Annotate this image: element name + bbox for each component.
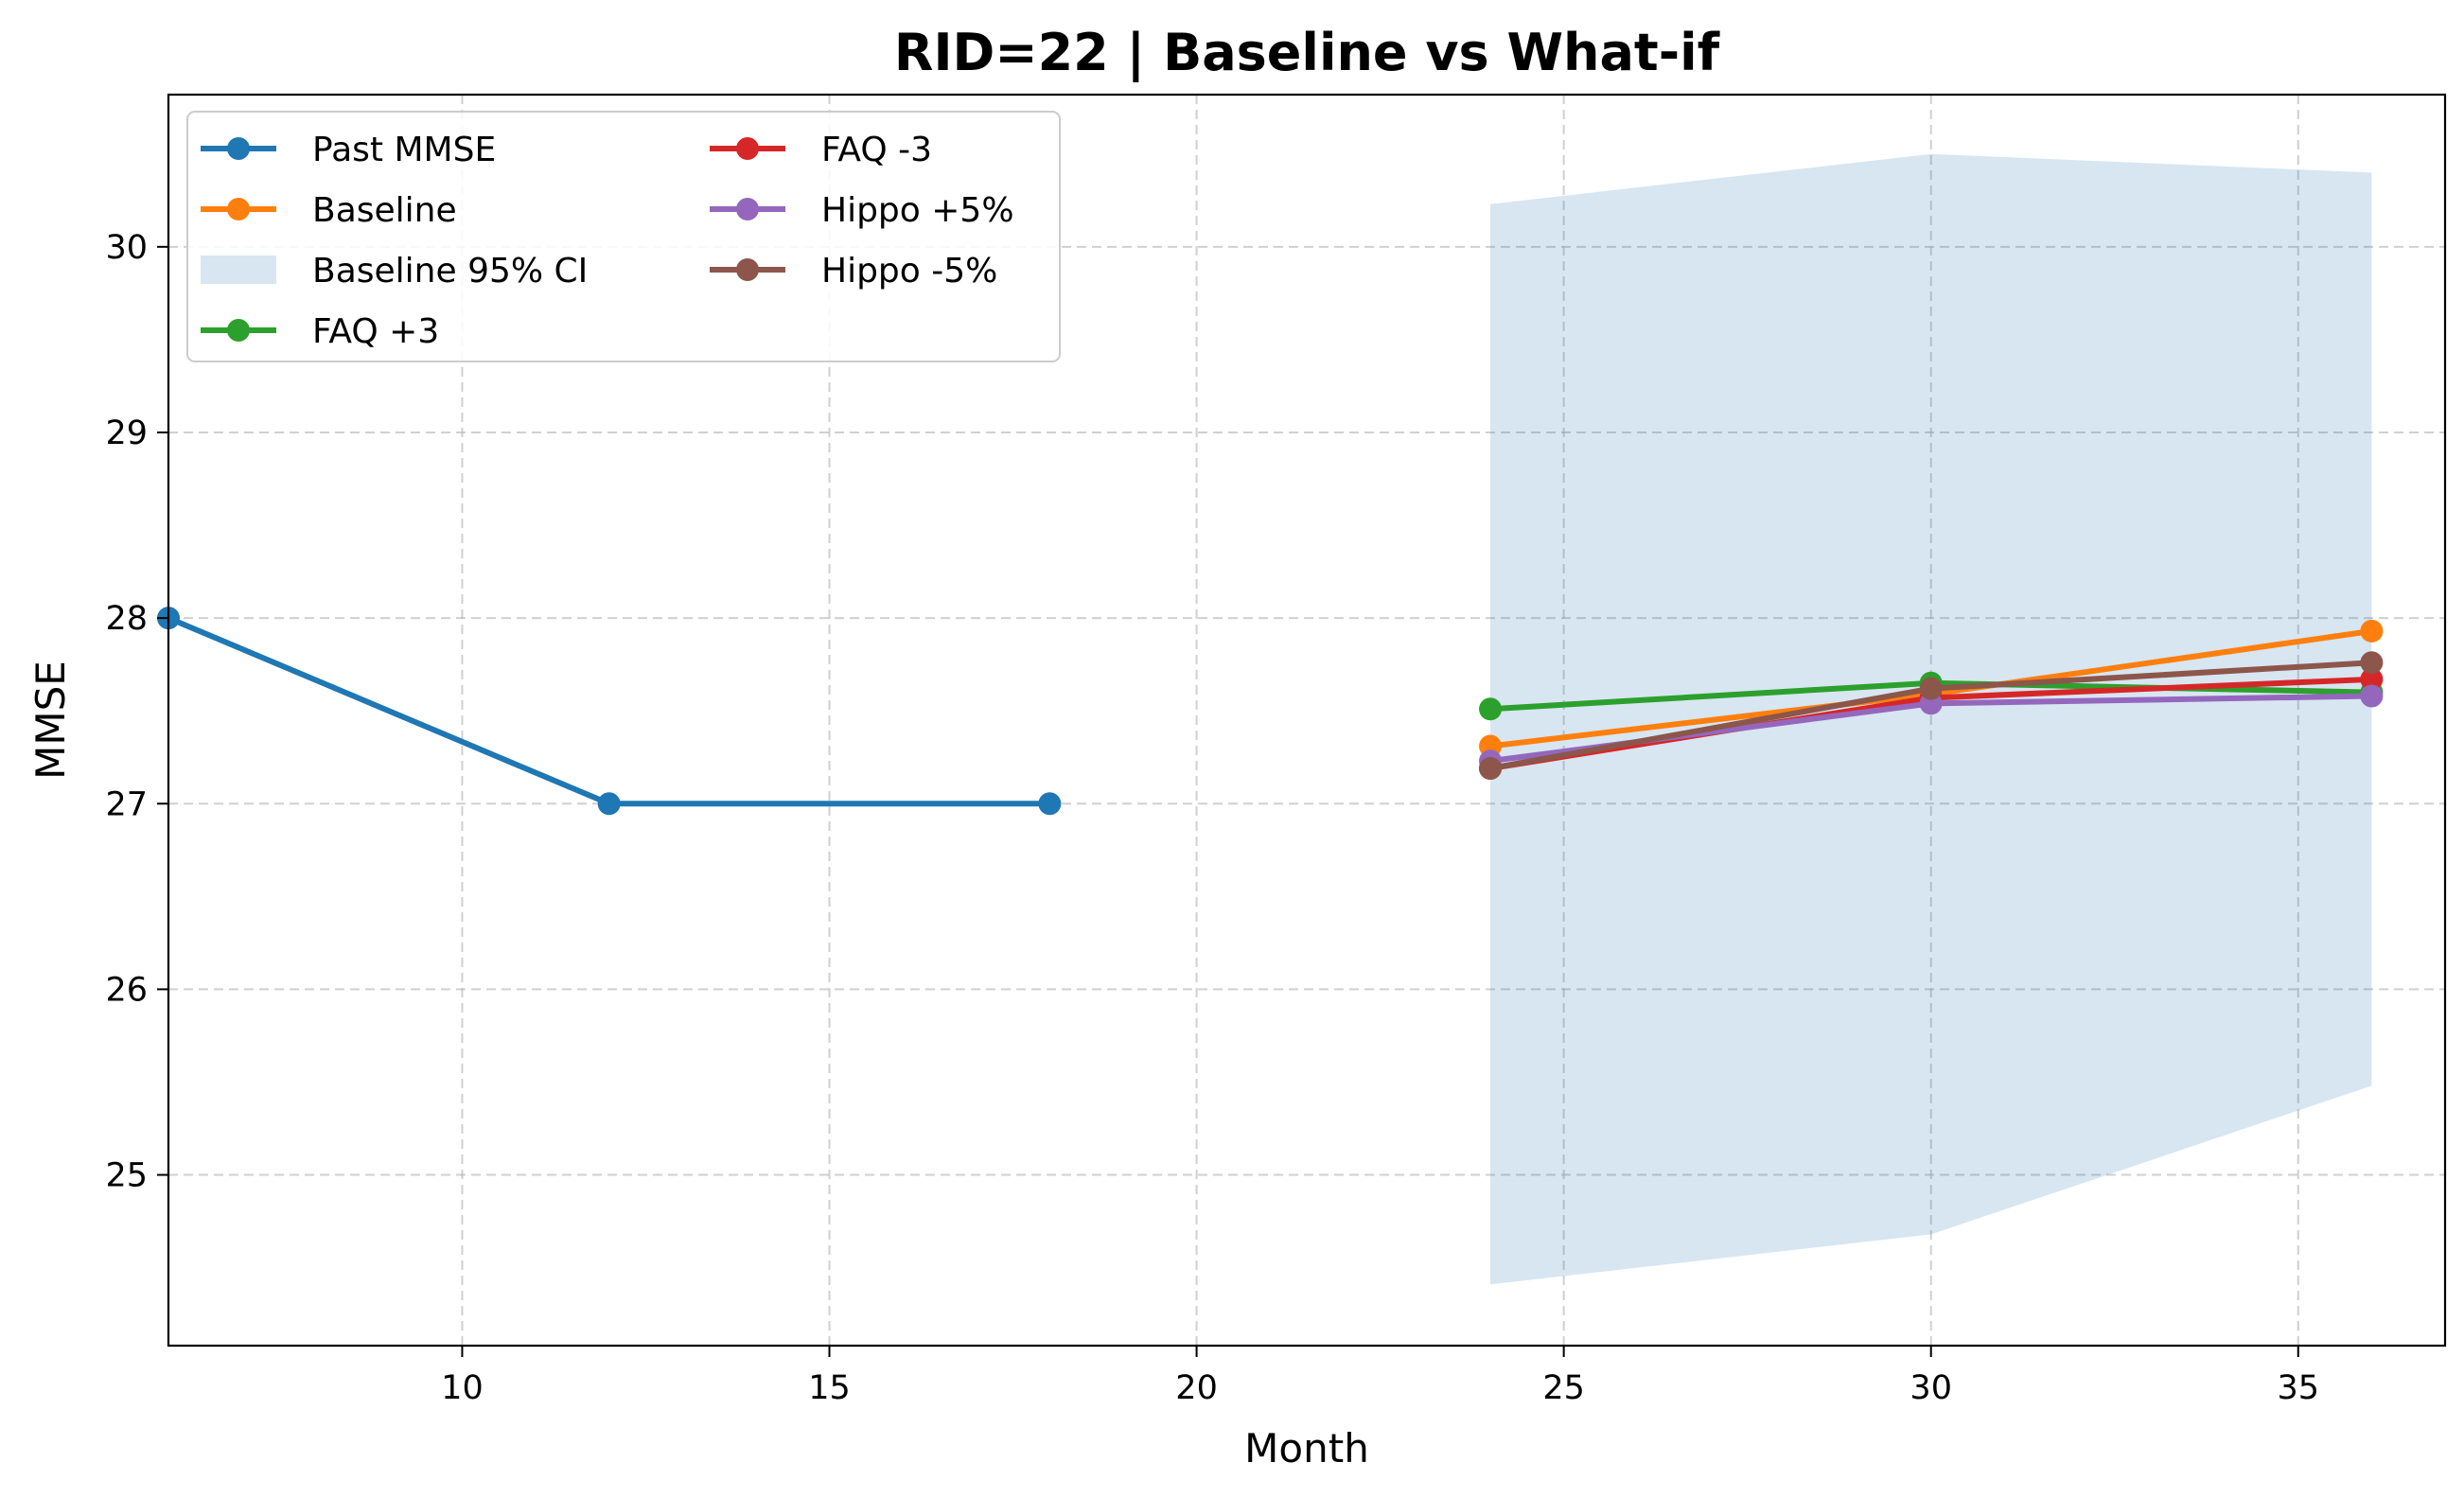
y-axis-label: MMSE: [27, 661, 74, 780]
axis-ticks: 10 15 20 25 30 35 25 26 27 28 29 30: [105, 229, 2319, 1407]
ci-bands: [1490, 153, 2372, 1285]
hippo-5-point: [2360, 684, 2384, 708]
legend-item: Baseline 95% CI: [201, 252, 588, 291]
legend-label: Baseline 95% CI: [312, 252, 588, 291]
y-tick-label: 26: [105, 971, 148, 1009]
legend-item: Past MMSE: [201, 131, 496, 169]
x-tick-label: 30: [1910, 1369, 1952, 1407]
x-tick-label: 10: [441, 1369, 484, 1407]
faq-3-point: [1479, 697, 1503, 721]
legend: Past MMSE Baseline Baseline 95% CI FAQ +3 FA…: [186, 111, 1061, 362]
x-tick-label: 20: [1175, 1369, 1218, 1407]
x-tick-label: 35: [2278, 1369, 2320, 1407]
legend-marker: [227, 198, 250, 220]
legend-label: Hippo +5%: [821, 191, 1014, 230]
past-mmse-series: [157, 607, 1062, 816]
past-mmse-point: [1038, 792, 1062, 816]
y-tick-label: 29: [105, 414, 148, 452]
y-tick-label: 28: [105, 600, 148, 638]
legend-item: Hippo +5%: [710, 191, 1014, 230]
legend-label: FAQ -3: [821, 131, 932, 169]
legend-label: Hippo -5%: [821, 252, 997, 291]
legend-marker: [736, 137, 759, 160]
x-axis-label: Month: [1244, 1425, 1369, 1472]
hippo-5-point: [1479, 756, 1503, 780]
legend-marker: [736, 198, 759, 220]
legend-box: [186, 111, 1061, 362]
y-tick-label: 27: [105, 785, 148, 823]
x-tick-label: 25: [1542, 1369, 1585, 1407]
y-tick-label: 30: [105, 229, 148, 267]
hippo-5-point: [1919, 677, 1943, 700]
legend-label: Past MMSE: [312, 131, 496, 169]
legend-label: FAQ +3: [312, 312, 439, 351]
legend-item: FAQ +3: [201, 312, 439, 351]
legend-marker: [227, 319, 250, 342]
legend-item: Baseline: [201, 191, 457, 230]
hippo-5-series: [1479, 651, 2384, 780]
baseline-point: [2360, 619, 2384, 643]
chart-title: RID=22 | Baseline vs What-if: [894, 23, 1720, 82]
hippo-5-point: [2360, 651, 2384, 675]
legend-swatch: [201, 256, 276, 284]
past-mmse-point: [597, 792, 621, 816]
legend-marker: [227, 137, 250, 160]
plot-frame: [167, 93, 2447, 1348]
legend-item: Hippo -5%: [710, 252, 997, 291]
faq-3-point: [2360, 667, 2384, 691]
baseline-95-ci-band: [1490, 153, 2372, 1285]
legend-marker: [736, 258, 759, 281]
legend-label: Baseline: [312, 191, 457, 230]
legend-item: FAQ -3: [710, 131, 932, 169]
x-tick-label: 15: [808, 1369, 851, 1407]
series-lines: [157, 607, 2384, 816]
y-tick-label: 25: [105, 1157, 148, 1195]
